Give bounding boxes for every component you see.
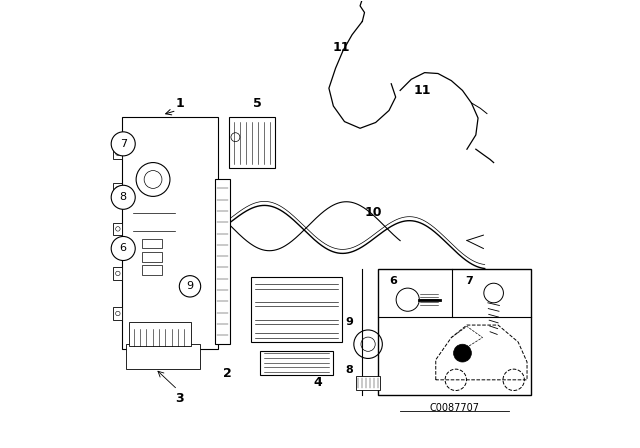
Text: 9: 9: [345, 317, 353, 327]
FancyBboxPatch shape: [142, 252, 162, 262]
Text: 5: 5: [253, 97, 262, 110]
FancyBboxPatch shape: [142, 265, 162, 275]
Text: 9: 9: [186, 281, 193, 291]
Circle shape: [111, 237, 135, 260]
FancyBboxPatch shape: [113, 307, 122, 320]
FancyBboxPatch shape: [142, 239, 162, 249]
FancyBboxPatch shape: [228, 117, 275, 168]
Text: 7: 7: [120, 139, 127, 149]
Text: 8: 8: [120, 192, 127, 202]
FancyBboxPatch shape: [113, 267, 122, 280]
Text: 1: 1: [175, 97, 184, 110]
Text: 11: 11: [413, 84, 431, 97]
FancyBboxPatch shape: [113, 183, 122, 195]
Text: 6: 6: [120, 243, 127, 254]
Circle shape: [179, 276, 201, 297]
FancyBboxPatch shape: [216, 180, 230, 344]
FancyBboxPatch shape: [126, 344, 200, 369]
Text: 10: 10: [365, 207, 382, 220]
Text: C0087707: C0087707: [429, 403, 479, 413]
FancyBboxPatch shape: [113, 147, 122, 159]
Circle shape: [454, 344, 472, 362]
Circle shape: [111, 185, 135, 209]
FancyBboxPatch shape: [113, 223, 122, 235]
FancyBboxPatch shape: [129, 322, 191, 346]
Text: 3: 3: [175, 392, 184, 405]
Text: 4: 4: [314, 375, 322, 388]
FancyBboxPatch shape: [260, 351, 333, 375]
FancyBboxPatch shape: [356, 376, 380, 390]
Circle shape: [111, 132, 135, 156]
Text: 2: 2: [223, 366, 232, 379]
Text: 11: 11: [333, 41, 350, 54]
Text: 6: 6: [390, 276, 397, 286]
FancyBboxPatch shape: [122, 117, 218, 349]
FancyBboxPatch shape: [251, 277, 342, 342]
FancyBboxPatch shape: [378, 268, 531, 396]
Text: 8: 8: [345, 365, 353, 375]
Text: 7: 7: [465, 276, 473, 286]
